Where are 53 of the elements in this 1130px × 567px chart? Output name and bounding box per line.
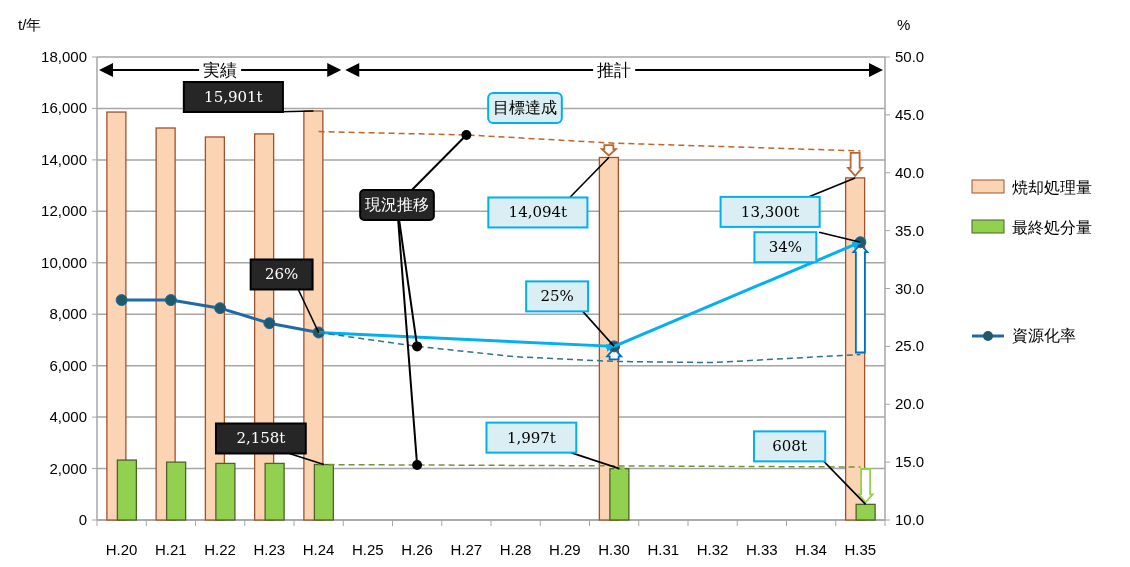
y2-tick-label: 35.0	[895, 221, 925, 239]
y2-tick-label: 40.0	[895, 163, 925, 181]
y2-tick-label: 15.0	[895, 453, 925, 471]
x-tick-label: H.22	[204, 541, 236, 558]
x-tick-label: H.24	[302, 541, 335, 558]
y-tick-label: 14,000	[41, 150, 87, 168]
x-tick-label: H.21	[155, 541, 187, 558]
y-tick-label: 16,000	[41, 99, 87, 117]
data-label: 608t	[772, 437, 807, 456]
data-label: 2,158t	[236, 429, 286, 448]
x-tick-label: H.25	[352, 541, 384, 558]
data-label: 14,094t	[508, 203, 568, 222]
data-label: 15,901t	[204, 87, 263, 106]
y-tick-label: 0	[78, 511, 87, 528]
annotation: 実績	[203, 61, 238, 80]
annotation: 目標達成	[493, 98, 557, 117]
x-tick-label: H.32	[696, 541, 729, 558]
y2-tick-label: 10.0	[895, 511, 925, 528]
x-tick-label: H.30	[598, 541, 630, 558]
y-tick-label: 6,000	[49, 356, 87, 374]
y2-tick-label: 45.0	[895, 105, 925, 123]
x-tick-label: H.33	[746, 541, 778, 558]
data-label: 26%	[264, 265, 299, 284]
y2-axis-title: %	[897, 16, 911, 33]
data-label: 1,997t	[506, 428, 556, 447]
x-tick-label: H.29	[549, 541, 581, 558]
data-label: 34%	[768, 238, 803, 257]
x-tick-label: H.27	[450, 541, 483, 558]
y2-tick-label: 30.0	[895, 279, 925, 297]
legend-label: 資源化率	[1012, 327, 1076, 344]
y2-tick-label: 50.0	[895, 48, 925, 65]
legend-label: 焼却処理量	[1012, 179, 1092, 196]
x-tick-label: H.26	[401, 541, 433, 558]
data-label: 25%	[540, 287, 574, 306]
y2-tick-label: 25.0	[895, 337, 925, 355]
legend-label: 最終処分量	[1012, 219, 1092, 236]
x-tick-label: H.34	[795, 541, 827, 558]
y2-tick-label: 20.0	[895, 395, 925, 413]
y-tick-label: 2,000	[49, 459, 87, 477]
y-tick-label: 12,000	[41, 202, 87, 220]
annotation: 現況推移	[365, 195, 429, 214]
y-axis-title: t/年	[18, 16, 42, 33]
y-tick-label: 10,000	[41, 253, 87, 271]
annotation: 推計	[597, 61, 632, 80]
x-tick-label: H.28	[499, 541, 532, 558]
x-tick-label: H.23	[253, 541, 286, 558]
y-tick-label: 4,000	[49, 408, 87, 426]
x-tick-label: H.31	[647, 541, 680, 558]
y-tick-label: 8,000	[49, 305, 87, 323]
x-tick-label: H.20	[105, 541, 138, 558]
x-tick-label: H.35	[844, 541, 877, 558]
data-label: 13,300t	[740, 202, 800, 221]
y-tick-label: 18,000	[41, 48, 87, 65]
